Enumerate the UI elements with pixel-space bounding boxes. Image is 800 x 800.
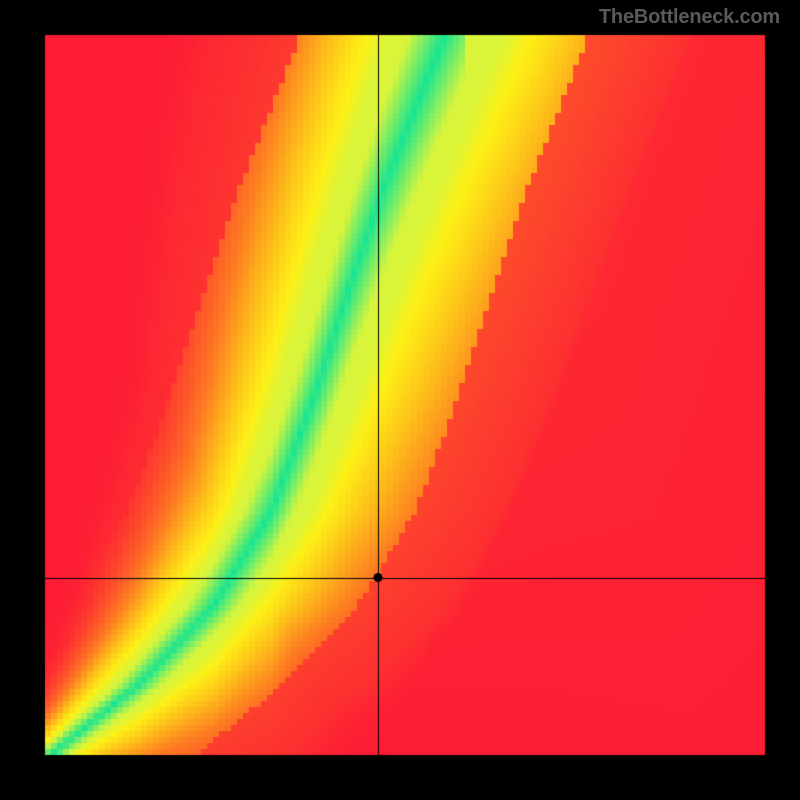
chart-container: TheBottleneck.com (0, 0, 800, 800)
heatmap-canvas (0, 0, 800, 800)
watermark-text: TheBottleneck.com (599, 6, 780, 29)
